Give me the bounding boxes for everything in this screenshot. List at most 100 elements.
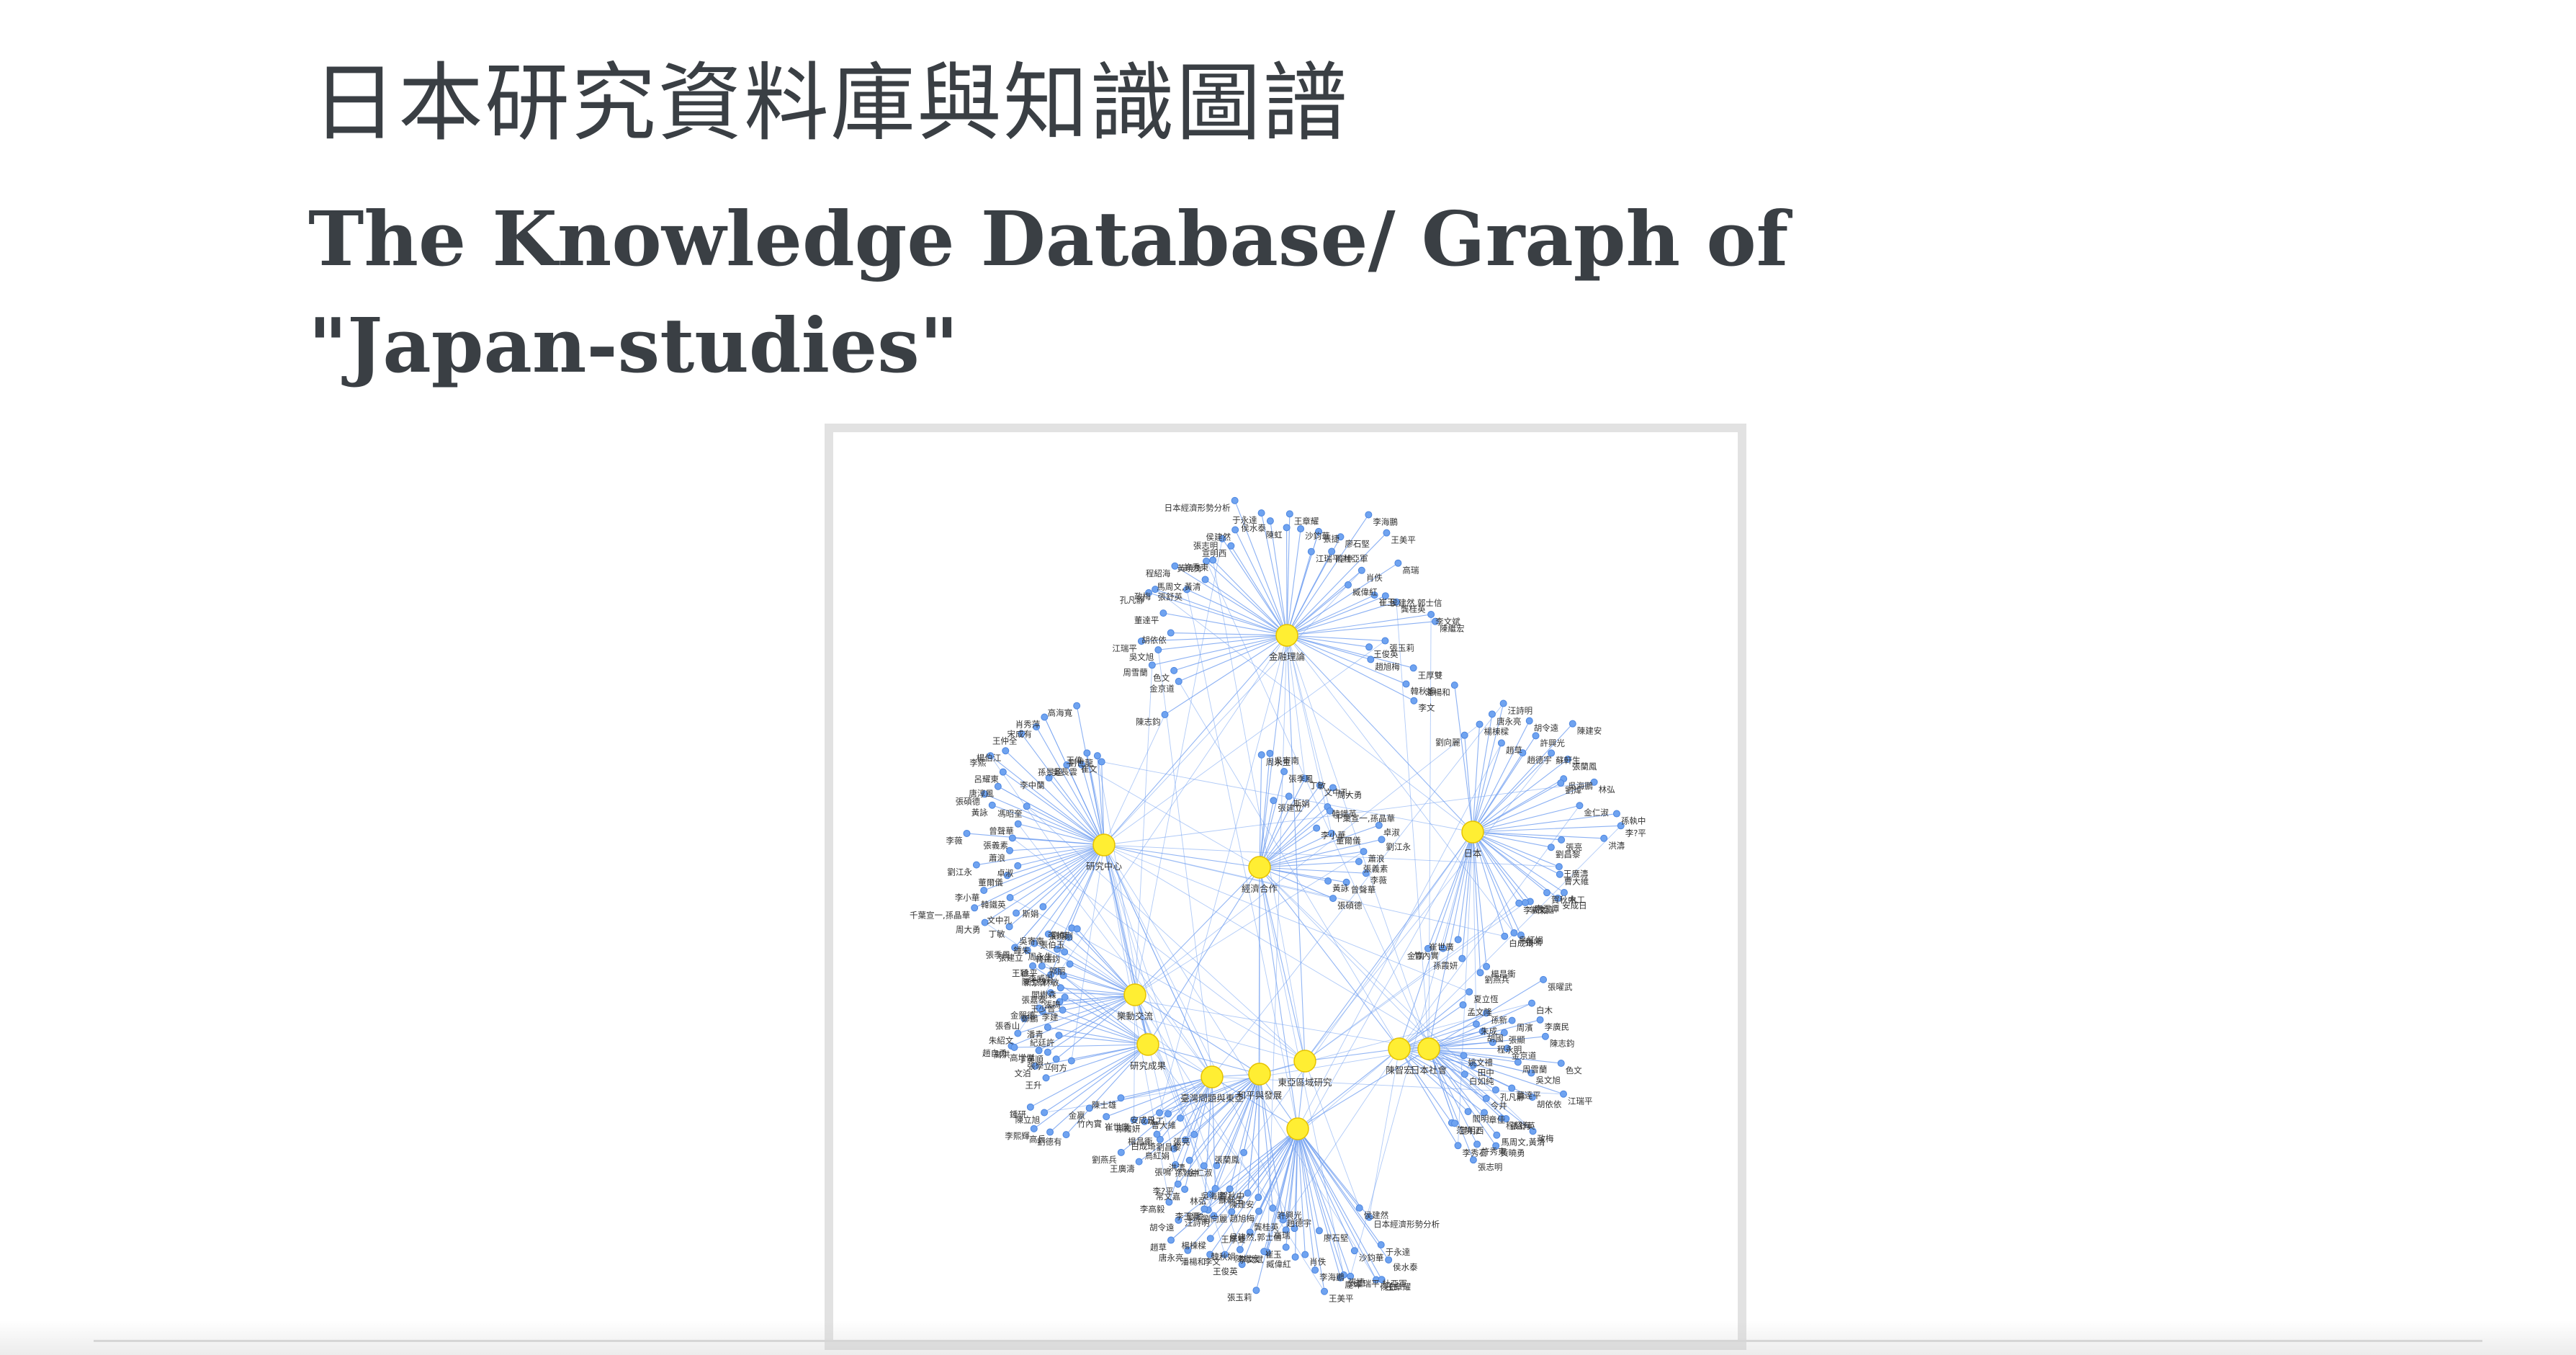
cross-edge [1012, 837, 1306, 1062]
leaf-label: 劉世龍 [1068, 758, 1093, 768]
leaf-edge [1259, 1073, 1283, 1217]
leaf-label: 孔凡靜 [1500, 1092, 1525, 1102]
hub-node[interactable] [1275, 624, 1298, 647]
hub-node[interactable] [1092, 833, 1116, 857]
leaf-edge [1026, 805, 1105, 846]
leaf-edge [1020, 733, 1105, 846]
leaf-node [981, 918, 989, 926]
leaf-label: 周雪蘭 [1522, 1065, 1548, 1075]
leaf-edge [1049, 777, 1105, 846]
leaf-label: 王章耀 [1386, 1282, 1412, 1292]
leaf-edge [1472, 724, 1481, 833]
leaf-node [1145, 589, 1153, 596]
leaf-label: 日本經濟形勢分析 [1164, 503, 1231, 513]
leaf-node [1460, 1070, 1468, 1078]
leaf-label: 張捷 [1323, 534, 1339, 544]
leaf-label: 金熙德 [1010, 1011, 1036, 1021]
leaf-edge [1286, 563, 1399, 636]
leaf-edge [1472, 831, 1558, 899]
leaf-label: 楊棟樑 [1484, 726, 1509, 736]
leaf-edge [1428, 1048, 1478, 1145]
leaf-label: 汪詩明 [1508, 706, 1533, 716]
leaf-node [1035, 1047, 1043, 1055]
leaf-label: 張鳴 [1525, 937, 1543, 947]
leaf-node [1231, 496, 1239, 504]
leaf-node [1476, 969, 1484, 977]
leaf-label: 丁敏 [989, 929, 1005, 939]
hub-edge [1286, 635, 1473, 833]
leaf-edge [1014, 1044, 1149, 1048]
leaf-edge [1286, 529, 1301, 636]
leaf-edge [1071, 927, 1136, 996]
cross-edge [1304, 903, 1520, 1062]
leaf-edge [1297, 1128, 1320, 1231]
leaf-node [1014, 820, 1022, 828]
leaf-label: 閻樹森 [1031, 990, 1056, 1000]
leaf-label: 張鳴 [1154, 1167, 1172, 1177]
cross-edge [1134, 665, 1153, 996]
leaf-edge [1472, 831, 1560, 867]
hub-node[interactable] [1417, 1037, 1440, 1060]
leaf-label: 韓秋娟 [1411, 687, 1436, 697]
leaf-label: 王廣濤 [1563, 869, 1589, 879]
leaf-node [1301, 1251, 1309, 1258]
leaf-edge [1063, 975, 1136, 996]
cross-edge [1026, 805, 1306, 1062]
leaf-edge [1472, 831, 1552, 848]
leaf-edge [1157, 1076, 1213, 1135]
leaf-edge [989, 755, 1105, 846]
leaf-node [1029, 962, 1037, 970]
leaf-label: 劉燕兵 [1092, 1155, 1117, 1165]
leaf-node [1321, 1287, 1329, 1295]
hub-node[interactable] [1248, 856, 1271, 879]
leaf-label: 董達平 [1516, 1091, 1541, 1101]
hub-node[interactable] [1461, 820, 1484, 844]
leaf-node [1450, 681, 1458, 689]
leaf-node [1612, 810, 1620, 818]
cross-edge [1017, 635, 1288, 1034]
leaf-edge [1442, 831, 1473, 949]
leaf-node [1439, 944, 1447, 952]
leaf-label: 陳虹 [1266, 529, 1283, 540]
leaf-edge [1229, 1073, 1260, 1189]
leaf-label: 政梅 [1134, 591, 1151, 602]
cross-edge [1186, 589, 1298, 1130]
leaf-node [1454, 936, 1462, 944]
leaf-node [1503, 1045, 1511, 1052]
hub-node[interactable] [1201, 1065, 1224, 1088]
leaf-edge [1050, 844, 1105, 975]
leaf-label: 張亮 [1566, 842, 1582, 852]
leaf-node [1469, 1156, 1477, 1164]
leaf-node [1498, 1114, 1506, 1122]
leaf-node [1469, 1061, 1477, 1069]
leaf-label: 張蘭鳳 [1215, 1155, 1240, 1165]
leaf-label: 宋成有 [1007, 729, 1033, 739]
leaf-node [1460, 1052, 1468, 1060]
hub-node[interactable] [1123, 983, 1146, 1006]
leaf-node [1370, 591, 1378, 599]
leaf-edge [1472, 723, 1574, 833]
leaf-edge [1206, 560, 1288, 636]
leaf-label: 張學立 [1027, 1061, 1052, 1071]
leaf-node [972, 861, 980, 869]
hub-node[interactable] [1136, 1033, 1159, 1056]
leaf-edge [1472, 831, 1522, 936]
leaf-edge [1428, 1036, 1545, 1050]
leaf-edge [1472, 813, 1617, 833]
leaf-node [999, 768, 1007, 776]
hub-node[interactable] [1248, 1063, 1271, 1086]
cross-edge [1211, 1076, 1564, 1095]
leaf-label: 洪濤 [1169, 1163, 1186, 1173]
leaf-edge [1286, 594, 1375, 636]
hub-node[interactable] [1388, 1037, 1411, 1060]
leaf-label: 卓淑 [1383, 828, 1400, 838]
leaf-edge [1056, 971, 1149, 1045]
leaf-label: 宣明西 [1459, 1125, 1484, 1135]
leaf-node [1117, 1094, 1125, 1102]
hub-node[interactable] [1286, 1117, 1309, 1140]
hub-node[interactable] [1293, 1050, 1316, 1073]
leaf-node [1041, 713, 1049, 721]
leaf-label: 李文斌 [1239, 1254, 1264, 1264]
leaf-edge [1428, 1048, 1518, 1063]
